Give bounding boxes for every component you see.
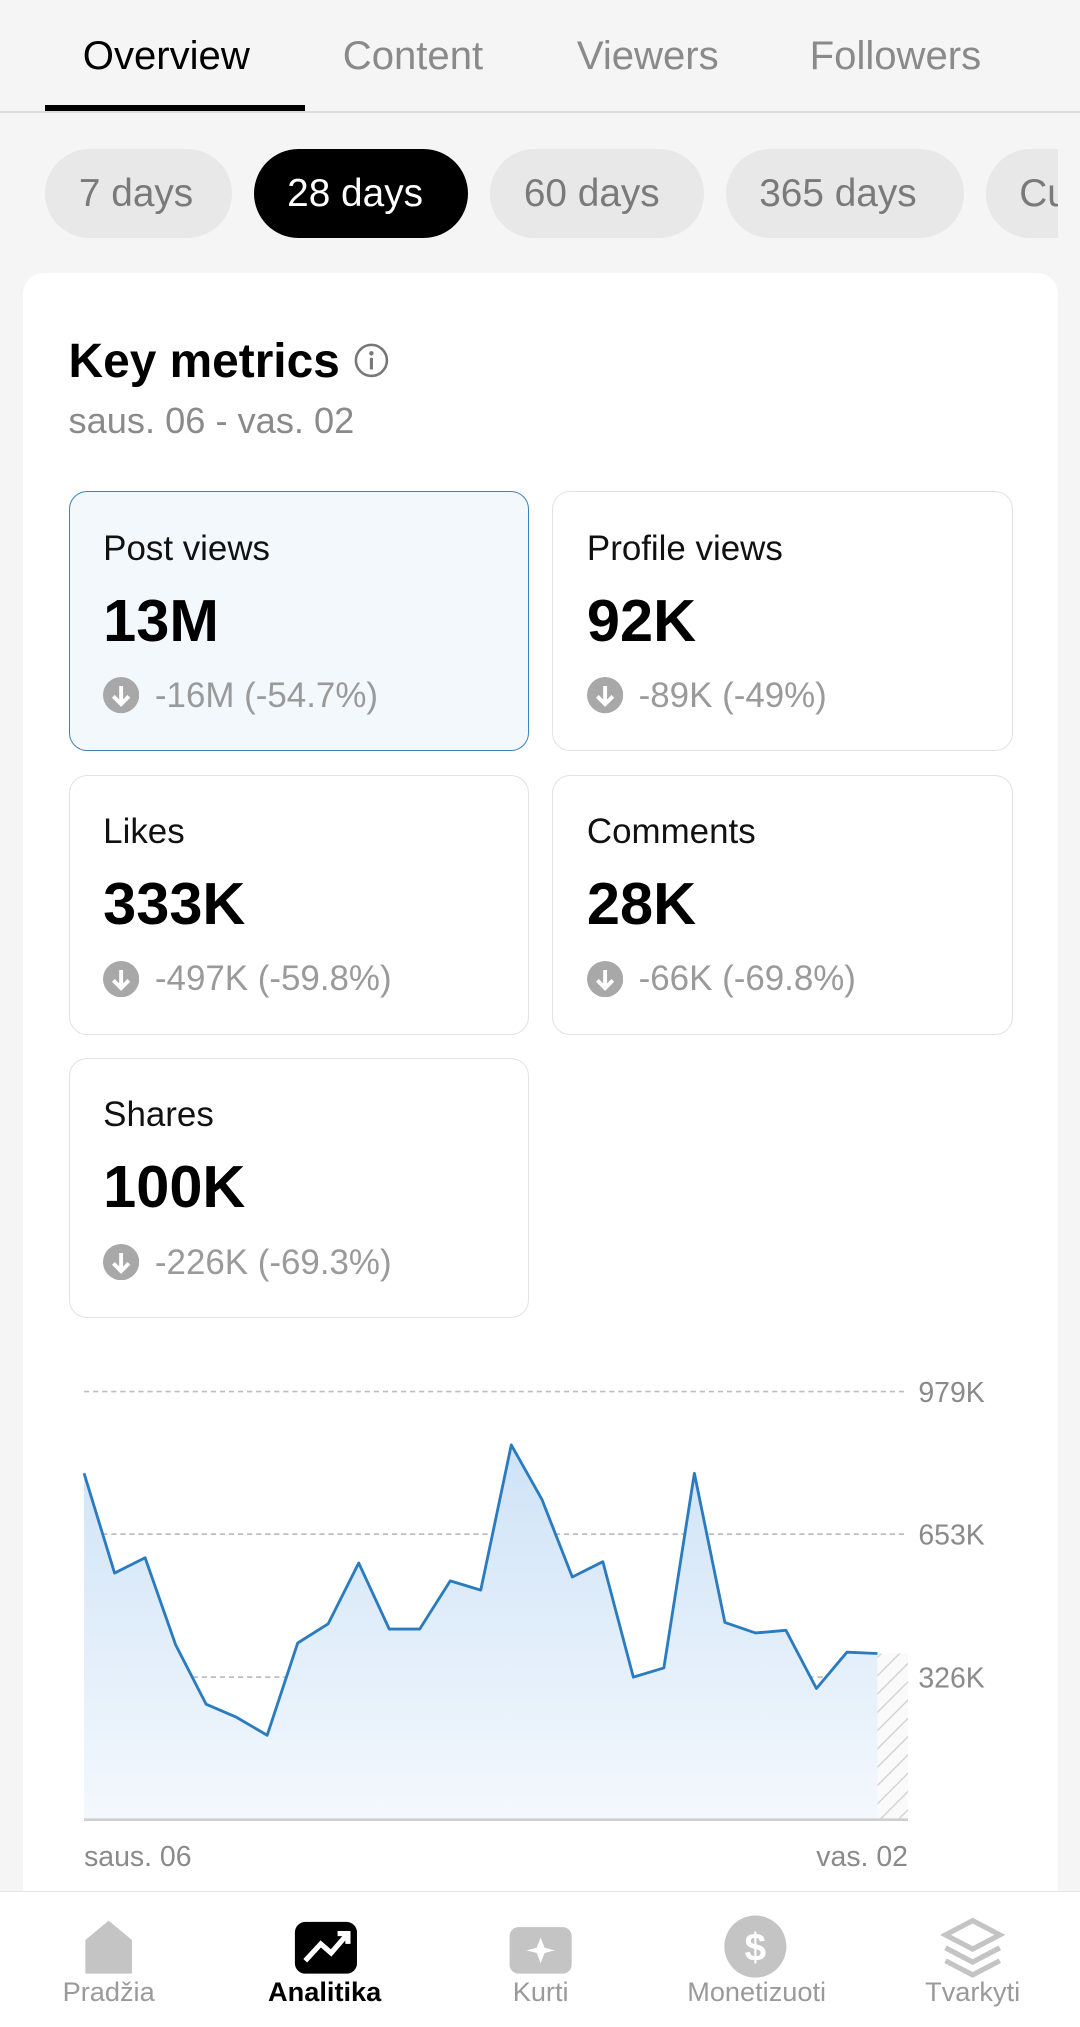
down-icon bbox=[103, 960, 140, 997]
date-range: saus. 06 - vas. 02 bbox=[68, 399, 355, 441]
metric-change: -16M (-54.7%) bbox=[154, 676, 378, 716]
manage-icon[interactable] bbox=[939, 1917, 1006, 1978]
period-chip[interactable]: 7 days bbox=[45, 148, 232, 238]
metric-value: 333K bbox=[103, 869, 246, 937]
metric-label: Likes bbox=[103, 811, 185, 851]
down-icon bbox=[103, 1243, 140, 1281]
metric-change: -497K (-59.8%) bbox=[154, 959, 392, 999]
chart: 326K 653K 979K saus. 06 vas. 02 bbox=[82, 1377, 985, 1873]
x-tick-label: vas. 02 bbox=[816, 1841, 908, 1873]
period-chip[interactable]: 28 days bbox=[253, 148, 469, 238]
metric-card[interactable]: Profile views 92K -89K (-49%) bbox=[552, 491, 1013, 752]
period-chip[interactable]: 60 days bbox=[490, 148, 704, 238]
metric-label: Post views bbox=[103, 528, 270, 568]
period-chip[interactable]: Cu bbox=[985, 148, 1058, 238]
tab[interactable]: Content bbox=[342, 33, 484, 78]
metric-change: -66K (-69.8%) bbox=[638, 959, 856, 999]
metric-change: -226K (-69.3%) bbox=[154, 1242, 392, 1282]
metric-value: 92K bbox=[586, 586, 697, 654]
nav-label[interactable]: Monetizuoti bbox=[687, 1976, 827, 2008]
y-tick-label: 653K bbox=[918, 1520, 984, 1552]
x-tick-label: saus. 06 bbox=[84, 1841, 192, 1873]
y-tick-label: 326K bbox=[918, 1663, 984, 1695]
metric-label: Profile views bbox=[586, 528, 783, 568]
metric-card[interactable]: Post views 13M -16M (-54.7%) bbox=[68, 491, 529, 752]
metric-label: Shares bbox=[103, 1095, 214, 1135]
metric-change: -89K (-49%) bbox=[638, 676, 827, 716]
tab[interactable]: Followers bbox=[809, 33, 982, 78]
metric-card[interactable]: Comments 28K -66K (-69.8%) bbox=[552, 774, 1013, 1035]
tab[interactable]: Overview bbox=[82, 33, 250, 78]
period-chip[interactable]: 365 days bbox=[725, 148, 964, 238]
metric-value: 13M bbox=[103, 586, 219, 654]
info-icon[interactable] bbox=[352, 341, 391, 380]
section-title: Key metrics bbox=[68, 334, 340, 388]
metric-card[interactable]: Shares 100K -226K (-69.3%) bbox=[68, 1058, 529, 1318]
nav-label[interactable]: Analitika bbox=[268, 1976, 382, 2008]
svg-text:$: $ bbox=[745, 1927, 767, 1970]
down-icon bbox=[103, 677, 140, 714]
tab-divider bbox=[0, 111, 1080, 113]
y-tick-label: 979K bbox=[918, 1377, 984, 1409]
down-icon bbox=[586, 677, 624, 714]
tab[interactable]: Viewers bbox=[576, 33, 719, 78]
tab-indicator bbox=[45, 104, 306, 112]
metric-value: 28K bbox=[586, 869, 697, 937]
metric-card[interactable]: Likes 333K -497K (-59.8%) bbox=[68, 774, 529, 1035]
metric-label: Comments bbox=[586, 811, 756, 851]
pending-area bbox=[877, 1653, 908, 1820]
home-icon[interactable] bbox=[85, 1920, 132, 1974]
monetize-icon[interactable] bbox=[724, 1915, 787, 1978]
nav-label[interactable]: Kurti bbox=[512, 1976, 569, 2008]
nav-icons: $ bbox=[85, 1915, 1006, 1978]
nav-label[interactable]: Tvarkyti bbox=[925, 1976, 1021, 2008]
down-icon bbox=[586, 960, 624, 997]
area bbox=[84, 1445, 878, 1820]
metric-value: 100K bbox=[103, 1153, 246, 1221]
line bbox=[82, 1443, 878, 1737]
nav-label[interactable]: Pradžia bbox=[62, 1976, 155, 2008]
